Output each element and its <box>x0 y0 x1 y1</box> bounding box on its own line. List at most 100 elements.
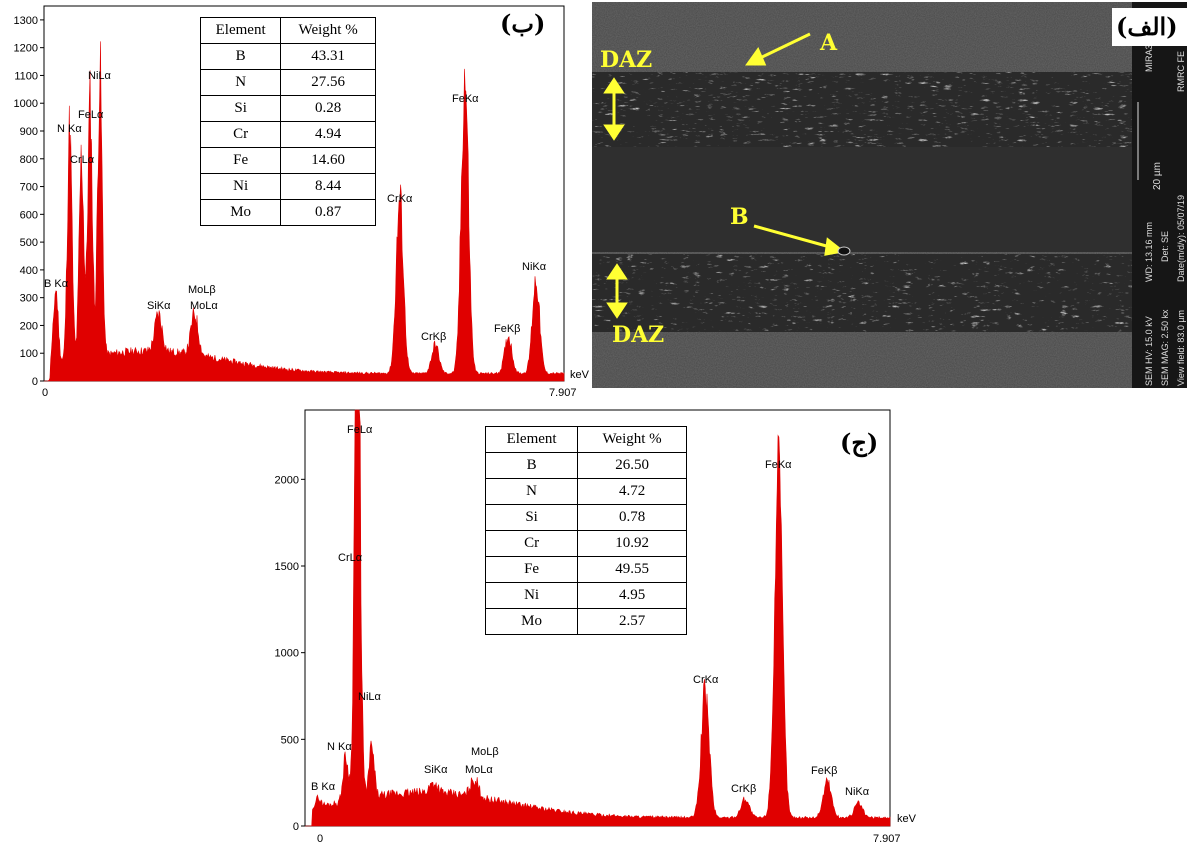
table-cell-element: Si <box>484 504 579 531</box>
eds-spectrum-j: 0 500 1000 1500 2000 B Kα N Kα CrLα FeLα NiLα SiK… <box>275 409 917 844</box>
bond-centerline-zone <box>592 147 1132 252</box>
table-row: Ni 4.95 <box>484 582 687 609</box>
peak-label: CrKα <box>387 193 413 205</box>
peak-label: B Kα <box>311 781 336 793</box>
y-tick-label: 0 <box>293 821 299 833</box>
y-tick-label: 400 <box>20 265 38 277</box>
table-row: B 26.50 <box>484 452 687 479</box>
spectrum-area-j <box>305 409 891 827</box>
daz-arrow-top <box>603 77 625 141</box>
y-tick-label: 2000 <box>275 474 299 486</box>
peak-label: CrLα <box>70 154 95 166</box>
info-wd: WD: 13.16 mm <box>1144 222 1154 282</box>
table-row: B 43.31 <box>199 43 376 70</box>
y-tick-label: 300 <box>20 293 38 305</box>
spectrum-area-b <box>44 41 565 382</box>
daz-arrow-bottom <box>606 263 628 319</box>
x-tick-min-b: 0 <box>42 387 48 399</box>
x-unit-j: keV <box>897 813 917 825</box>
y-tick-label: 1300 <box>14 15 38 27</box>
peak-label: MoLα <box>190 300 218 312</box>
table-cell-weight: 4.95 <box>577 582 687 609</box>
y-tick-label: 600 <box>20 209 38 221</box>
x-tick-min-j: 0 <box>317 833 323 844</box>
peak-labels-b: B Kα N Kα CrLα FeLα NiLα SiKα MoLβ MoLα CrKα CrKβ… <box>44 70 547 343</box>
table-cell-element: Fe <box>484 556 579 583</box>
x-tick-max-j: 7.907 <box>873 833 901 844</box>
peak-label: MoLα <box>465 764 493 776</box>
table-cell-weight: 43.31 <box>280 43 376 70</box>
particle-b <box>837 246 851 256</box>
table-row: N 27.56 <box>199 69 376 96</box>
table-cell-element: Cr <box>199 121 282 148</box>
arrow-a <box>745 32 811 66</box>
table-cell-element: B <box>484 452 579 479</box>
table-cell-weight: 0.87 <box>280 199 376 226</box>
table-cell-element: N <box>199 69 282 96</box>
table-cell-weight: 14.60 <box>280 147 376 174</box>
peak-label: B Kα <box>44 278 69 290</box>
panel-label-alef: (الف) <box>1116 12 1178 41</box>
y-tick-label: 0 <box>32 376 38 388</box>
panel-label-j: (ج) <box>840 428 878 458</box>
scale-bar-label: 20 µm <box>1152 162 1163 190</box>
peak-label: CrKβ <box>421 331 446 343</box>
y-tick-label: 1200 <box>14 43 38 55</box>
y-axis-b: 0 100 200 300 400 500 600 700 800 900 1000 1100 1200… <box>14 15 44 388</box>
sem-micrograph: 20 µm SEM HV: 15.0 kV WD: 13.16 mm SEM M… <box>592 2 1187 388</box>
point-label-b: B <box>730 204 749 230</box>
peak-label: FeKα <box>765 459 792 471</box>
panel-label-b: (ب) <box>500 9 545 38</box>
panel-label-bg <box>1112 8 1187 46</box>
y-tick-label: 1100 <box>14 70 38 82</box>
table-header-weight: Weight % <box>280 17 376 44</box>
peak-label: FeLα <box>78 109 104 121</box>
y-tick-label: 900 <box>20 126 38 138</box>
table-cell-element: Cr <box>484 530 579 557</box>
table-row: Cr 10.92 <box>484 530 687 557</box>
peak-label: NiLα <box>88 70 112 82</box>
y-tick-label: 1000 <box>275 648 299 660</box>
y-tick-label: 100 <box>20 348 38 360</box>
y-tick-label: 1000 <box>14 98 38 110</box>
info-date: Date(m/d/y): 05/07/19 <box>1176 195 1186 282</box>
peak-label: MoLβ <box>471 746 499 758</box>
info-mag: SEM MAG: 2.50 kx <box>1160 309 1170 386</box>
peak-label: FeKβ <box>494 323 521 335</box>
peak-label: N Kα <box>327 741 352 753</box>
table-row: Fe 14.60 <box>199 147 376 174</box>
info-lab: RMRC FE <box>1176 51 1186 92</box>
y-tick-label: 1500 <box>275 561 299 573</box>
daz-label-bottom: DAZ <box>612 322 664 348</box>
table-cell-weight: 2.57 <box>577 608 687 635</box>
y-tick-label: 700 <box>20 182 38 194</box>
table-header-weight: Weight % <box>577 426 687 453</box>
table-cell-weight: 27.56 <box>280 69 376 96</box>
info-bar <box>1132 2 1187 388</box>
table-header-element: Element <box>484 426 579 453</box>
table-row: Mo 0.87 <box>199 199 376 226</box>
point-label-a: A <box>819 30 838 56</box>
peak-label: N Kα <box>57 123 82 135</box>
peak-label: NiLα <box>358 691 382 703</box>
table-cell-weight: 4.72 <box>577 478 687 505</box>
daz-label-top: DAZ <box>600 47 652 73</box>
table-row: Fe 49.55 <box>484 556 687 583</box>
table-cell-element: Ni <box>199 173 282 200</box>
y-tick-label: 200 <box>20 320 38 332</box>
y-tick-label: 800 <box>20 154 38 166</box>
peak-label: FeKα <box>452 93 479 105</box>
table-cell-element: Ni <box>484 582 579 609</box>
table-cell-weight: 49.55 <box>577 556 687 583</box>
peak-label: NiKα <box>845 786 870 798</box>
table-cell-element: B <box>199 43 282 70</box>
table-row: Ni 8.44 <box>199 173 376 200</box>
table-cell-weight: 10.92 <box>577 530 687 557</box>
peak-labels-j: B Kα N Kα CrLα FeLα NiLα SiKα MoLβ MoLα CrKα CrKβ… <box>311 424 870 798</box>
peak-label: CrKα <box>693 674 719 686</box>
table-cell-element: Si <box>199 95 282 122</box>
table-cell-element: Fe <box>199 147 282 174</box>
info-view: View field: 83.0 µm <box>1176 310 1186 386</box>
x-unit-b: keV <box>570 369 590 381</box>
table-cell-weight: 0.28 <box>280 95 376 122</box>
